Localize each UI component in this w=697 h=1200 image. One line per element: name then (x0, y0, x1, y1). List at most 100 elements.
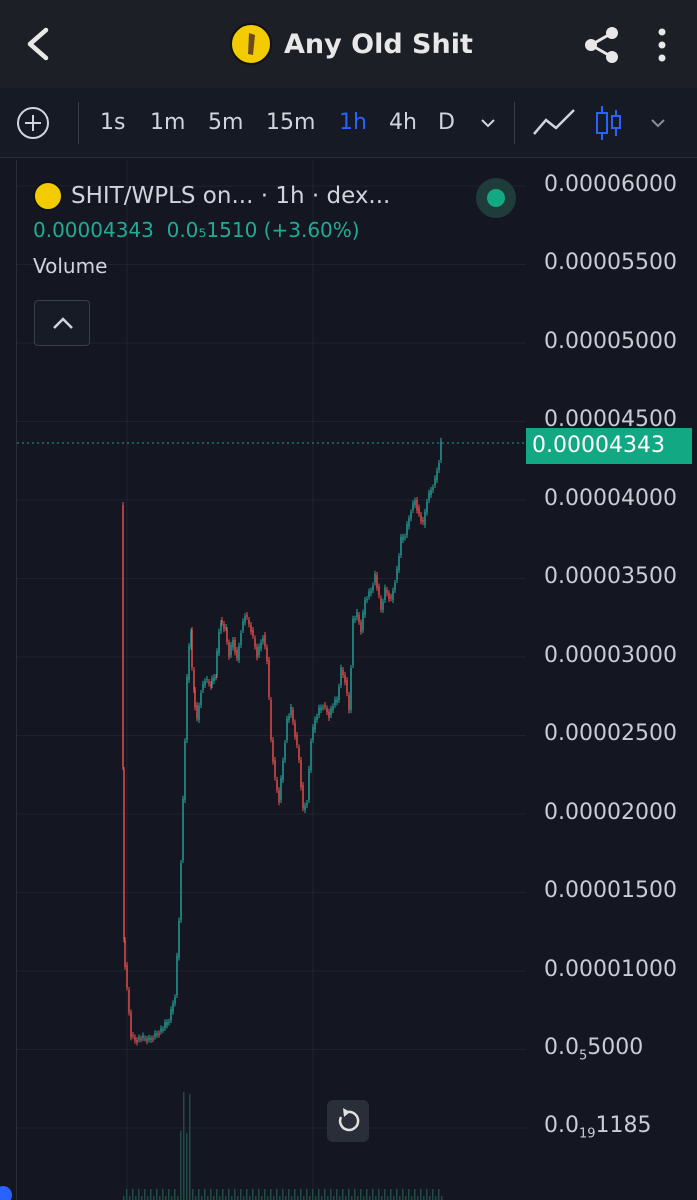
price-chart[interactable]: SHIT/WPLS on... · 1h · dex... 0.00004343… (16, 160, 526, 1200)
market-status-indicator[interactable] (476, 178, 516, 218)
candle-body (424, 511, 426, 525)
candle-body (122, 505, 124, 767)
interval-1s[interactable]: 1s (100, 110, 126, 135)
candle-body (358, 615, 360, 622)
candle-body (406, 524, 408, 535)
volume-bar (228, 1189, 230, 1200)
volume-label[interactable]: Volume (33, 254, 108, 278)
candle-body (266, 647, 268, 662)
candle-body (392, 590, 394, 600)
volume-bar (420, 1189, 422, 1200)
candle-body (238, 645, 240, 660)
chart-type-candles-button[interactable] (594, 104, 624, 142)
volume-bar (222, 1189, 224, 1200)
more-vertical-icon (658, 28, 666, 62)
volume-bar (381, 1196, 383, 1200)
candle-body (202, 683, 204, 690)
interval-1h[interactable]: 1h (339, 110, 367, 135)
candle-body (334, 699, 336, 705)
volume-bar (330, 1189, 332, 1200)
price-tick: 0.00002500 (544, 721, 677, 746)
candle-body (154, 1033, 156, 1037)
volume-bar (399, 1196, 401, 1200)
interval-4h[interactable]: 4h (389, 110, 417, 135)
price-scale[interactable]: 0.00006000 0.00005500 0.00005000 0.00004… (526, 160, 697, 1200)
volume-bar (219, 1196, 221, 1200)
volume-bar (300, 1189, 302, 1200)
volume-bar (297, 1196, 299, 1200)
candle-body (182, 798, 184, 860)
interval-1m[interactable]: 1m (150, 110, 186, 135)
candle-body (436, 470, 438, 480)
candle-body (408, 518, 410, 527)
volume-bar (414, 1189, 416, 1200)
candle-body (194, 690, 196, 708)
interval-15m[interactable]: 15m (266, 110, 316, 135)
add-indicator-button[interactable] (16, 106, 50, 140)
interval-5m[interactable]: 5m (208, 110, 244, 135)
tick-text: 0.0 (544, 1113, 579, 1138)
candle-body (200, 693, 202, 705)
candle-body (242, 621, 244, 630)
tick-text: 0.0 (544, 1035, 579, 1060)
app-header: Any Old Shit (0, 0, 697, 88)
candle-body (400, 537, 402, 555)
symbol-title[interactable]: SHIT/WPLS on... · 1h · dex... (71, 183, 391, 209)
candle-body (166, 1022, 168, 1026)
candle-body (252, 630, 254, 636)
volume-bar (273, 1196, 275, 1200)
volume-bar (135, 1196, 137, 1200)
volume-bar (156, 1189, 158, 1200)
share-button[interactable] (582, 24, 622, 66)
volume-bar (216, 1189, 218, 1200)
collapse-legend-button[interactable] (34, 300, 90, 346)
volume-bar (258, 1189, 260, 1200)
candle-body (150, 1038, 152, 1040)
candle-body (140, 1038, 142, 1040)
back-button[interactable] (20, 22, 60, 66)
volume-bar (204, 1189, 206, 1200)
candle-body (138, 1037, 140, 1040)
candle-body (440, 440, 442, 460)
price-tick: 0.00005500 (544, 250, 677, 275)
volume-bar (192, 1189, 194, 1200)
interval-dropdown-button[interactable] (478, 112, 498, 134)
candle-body (126, 965, 128, 988)
chart-toolbar: 1s 1m 5m 15m 1h 4h D (0, 88, 697, 158)
tick-subscript: 19 (579, 1126, 596, 1142)
candle-body (296, 735, 298, 746)
candle-body (290, 707, 292, 715)
volume-bar (372, 1189, 374, 1200)
candle-body (190, 631, 192, 647)
volume-bar (417, 1196, 419, 1200)
price-tick: 0.00003500 (544, 564, 677, 589)
price-tick: 0.00001500 (544, 878, 677, 903)
volume-bar (276, 1189, 278, 1200)
reset-chart-button[interactable] (327, 1100, 369, 1142)
interval-d[interactable]: D (438, 110, 455, 135)
token-logo-icon (33, 181, 63, 211)
volume-bar (345, 1196, 347, 1200)
volume-bar (405, 1196, 407, 1200)
volume-bar (141, 1196, 143, 1200)
volume-bar (282, 1189, 284, 1200)
candle-body (206, 679, 208, 680)
volume-bar (246, 1189, 248, 1200)
volume-bar (270, 1189, 272, 1200)
volume-bar (183, 1092, 185, 1200)
candle-body (178, 920, 180, 958)
more-options-button[interactable] (650, 24, 674, 66)
volume-bar (132, 1189, 134, 1200)
candle-body (213, 677, 215, 681)
chart-type-line-button[interactable] (532, 106, 576, 140)
last-price-label: 0.00004343 (526, 428, 692, 464)
volume-bar (126, 1189, 128, 1200)
volume-bar (390, 1189, 392, 1200)
volume-bar (375, 1196, 377, 1200)
candle-body (386, 590, 388, 594)
candle-body (330, 708, 332, 715)
chart-type-dropdown-button[interactable] (648, 112, 668, 134)
candle-body (193, 670, 195, 690)
volume-bar (369, 1196, 371, 1200)
candle-body (384, 587, 386, 600)
